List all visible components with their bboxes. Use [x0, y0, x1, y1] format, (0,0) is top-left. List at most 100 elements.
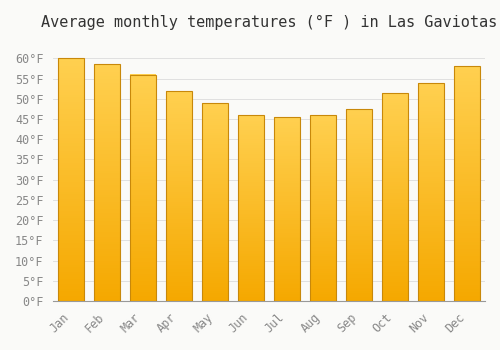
Bar	[130, 118, 156, 120]
Bar	[346, 172, 372, 174]
Bar	[202, 230, 228, 232]
Bar	[382, 288, 408, 290]
Bar	[202, 253, 228, 256]
Bar	[310, 171, 336, 173]
Bar	[58, 199, 84, 202]
Bar	[454, 226, 480, 228]
Bar	[454, 76, 480, 78]
Bar	[454, 172, 480, 174]
Bar	[382, 93, 408, 301]
Bar	[58, 58, 84, 61]
Bar	[238, 135, 264, 137]
Bar	[202, 289, 228, 291]
Bar	[346, 249, 372, 251]
Bar	[418, 246, 444, 248]
Bar	[310, 277, 336, 279]
Bar	[346, 138, 372, 140]
Bar	[130, 283, 156, 285]
Bar	[346, 259, 372, 261]
Bar	[238, 212, 264, 214]
Bar	[166, 198, 192, 200]
Bar	[382, 190, 408, 193]
Bar	[310, 141, 336, 143]
Bar	[58, 99, 84, 102]
Bar	[238, 163, 264, 165]
Bar	[58, 165, 84, 168]
Bar	[454, 179, 480, 181]
Bar	[454, 71, 480, 74]
Bar	[202, 283, 228, 285]
Bar	[130, 296, 156, 299]
Bar	[202, 196, 228, 198]
Bar	[418, 209, 444, 211]
Bar	[166, 139, 192, 141]
Bar	[346, 151, 372, 153]
Bar	[274, 242, 300, 244]
Bar	[238, 262, 264, 264]
Bar	[346, 132, 372, 134]
Bar	[346, 190, 372, 191]
Bar	[418, 159, 444, 161]
Bar	[454, 165, 480, 167]
Bar	[346, 207, 372, 209]
Bar	[238, 193, 264, 195]
Bar	[382, 270, 408, 272]
Bar	[166, 234, 192, 236]
Bar	[238, 137, 264, 139]
Bar	[418, 205, 444, 207]
Bar	[202, 220, 228, 222]
Bar	[130, 188, 156, 190]
Bar	[94, 90, 120, 93]
Bar	[310, 135, 336, 137]
Bar	[58, 85, 84, 88]
Bar	[58, 214, 84, 216]
Bar	[166, 225, 192, 228]
Bar	[454, 181, 480, 184]
Bar	[310, 249, 336, 251]
Bar	[310, 124, 336, 126]
Bar	[310, 122, 336, 124]
Bar	[382, 155, 408, 157]
Bar	[94, 228, 120, 230]
Bar	[454, 162, 480, 165]
Bar	[418, 214, 444, 216]
Bar	[238, 165, 264, 167]
Bar	[94, 76, 120, 79]
Bar	[166, 240, 192, 242]
Bar	[202, 103, 228, 105]
Bar	[310, 165, 336, 167]
Bar	[418, 229, 444, 231]
Bar	[94, 135, 120, 138]
Bar	[202, 127, 228, 128]
Bar	[94, 117, 120, 119]
Bar	[202, 277, 228, 279]
Bar	[310, 273, 336, 275]
Bar	[94, 280, 120, 282]
Bar	[94, 86, 120, 88]
Bar	[346, 245, 372, 247]
Bar	[58, 247, 84, 250]
Bar	[346, 199, 372, 201]
Bar	[274, 119, 300, 121]
Bar	[310, 120, 336, 122]
Bar	[274, 262, 300, 264]
Bar	[130, 90, 156, 93]
Bar	[274, 170, 300, 172]
Bar	[274, 200, 300, 202]
Bar	[94, 149, 120, 152]
Bar	[274, 137, 300, 139]
Bar	[166, 282, 192, 284]
Bar	[346, 145, 372, 147]
Bar	[58, 286, 84, 289]
Bar	[130, 210, 156, 213]
Bar	[382, 130, 408, 132]
Bar	[202, 212, 228, 214]
Bar	[310, 178, 336, 180]
Bar	[202, 192, 228, 194]
Bar	[454, 66, 480, 69]
Bar	[346, 124, 372, 126]
Bar	[382, 220, 408, 222]
Bar	[94, 251, 120, 254]
Bar	[94, 237, 120, 239]
Bar	[346, 272, 372, 274]
